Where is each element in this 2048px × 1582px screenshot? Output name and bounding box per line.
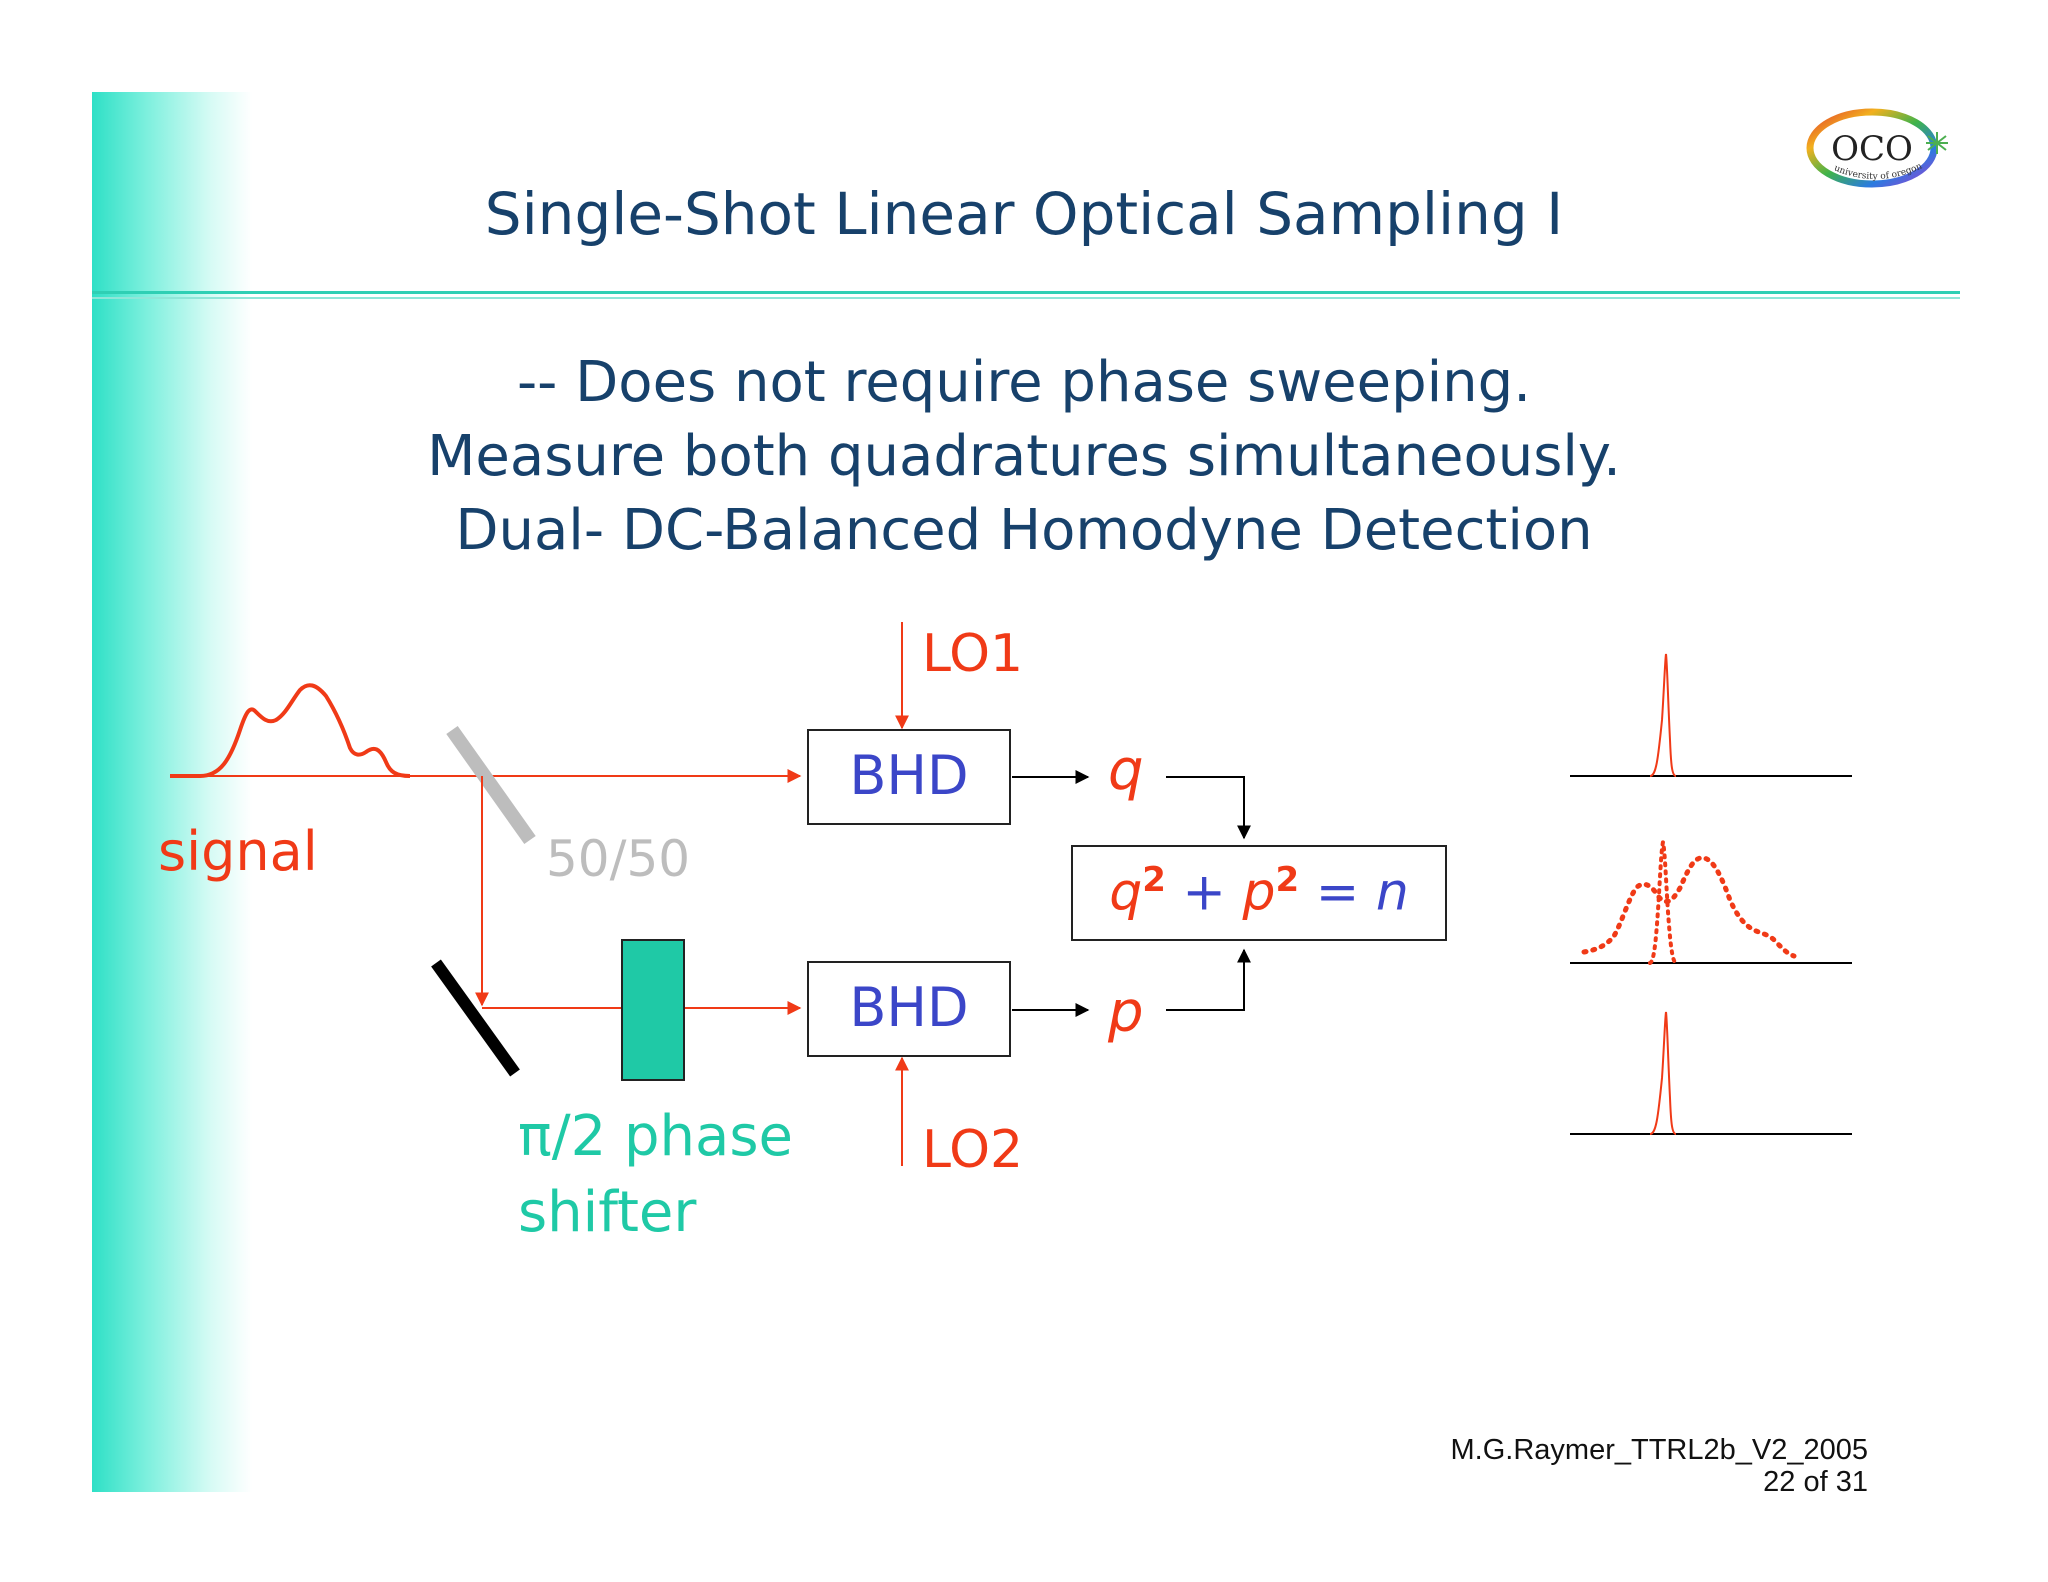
signal-pulse	[170, 683, 411, 778]
slide	[92, 92, 1960, 1492]
bhd-bottom-box	[807, 961, 1011, 1057]
eq-q-exp: 2	[1142, 860, 1166, 900]
oco-logo: OCO university of oregon	[1806, 108, 1948, 188]
bullet-line-3: Dual- DC-Balanced Homodyne Detection	[455, 498, 1593, 563]
q-to-sum	[1166, 776, 1251, 840]
title-divider-thin	[92, 297, 1960, 299]
bullet-line-2: Measure both quadratures simultaneously.	[427, 424, 1621, 489]
beam-splitter	[446, 725, 536, 845]
eq-n: n	[1375, 862, 1409, 923]
p-to-sum	[1166, 948, 1251, 1011]
eq-p-exp: 2	[1275, 860, 1300, 900]
signal-label: signal	[158, 820, 318, 883]
eq-plus: +	[1182, 862, 1226, 923]
logo-text: OCO	[1831, 129, 1913, 169]
sum-box	[1071, 845, 1447, 941]
phase-shifter	[621, 939, 685, 1081]
phase-shifter-label-1: π/2 phase	[518, 1104, 793, 1169]
bhd-bottom-label: BHD	[849, 976, 969, 1039]
lo1-label: LO1	[922, 624, 1024, 684]
bhd-top-box	[807, 729, 1011, 825]
p-label: p	[1108, 980, 1144, 1045]
bhd-top-label: BHD	[849, 744, 969, 807]
eq-q: q	[1109, 862, 1143, 923]
phase-shifter-label-2: shifter	[518, 1180, 697, 1245]
lo2-label: LO2	[922, 1120, 1024, 1180]
n-dist-broad	[1581, 855, 1797, 959]
eq-p: p	[1242, 862, 1276, 923]
title-divider	[92, 291, 1960, 294]
side-gradient-bar	[92, 92, 252, 1492]
bullet-line-1: -- Does not require phase sweeping.	[516, 350, 1532, 415]
q-dist-peak	[1649, 653, 1677, 777]
q-label: q	[1108, 738, 1144, 803]
footer-page-number: 22 of 31	[1763, 1466, 1868, 1498]
slide-title: Single-Shot Linear Optical Sampling I	[484, 180, 1564, 248]
eq-equals: =	[1315, 862, 1360, 923]
equation: q2 + p2 = n	[1072, 860, 1446, 922]
footer-author: M.G.Raymer_TTRL2b_V2_2005	[1450, 1434, 1868, 1466]
splitter-label: 50/50	[546, 830, 691, 888]
mirror	[431, 959, 520, 1077]
p-dist-peak	[1649, 1011, 1677, 1135]
n-dist-narrow	[1648, 841, 1678, 965]
